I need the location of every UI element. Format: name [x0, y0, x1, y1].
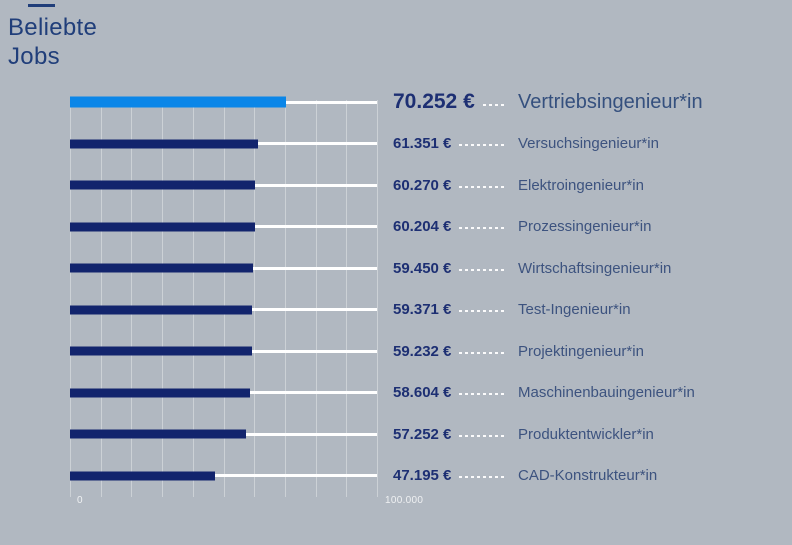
title-accent-dash	[28, 4, 55, 7]
job-label: Projektingenieur*in	[518, 342, 644, 360]
gridline	[131, 100, 133, 497]
leader-dashes	[482, 104, 505, 106]
leader-dashes	[459, 434, 505, 437]
salary-value: 59.232 €	[393, 342, 452, 360]
salary-bar	[70, 346, 252, 356]
x-axis-tick-min: 0	[77, 495, 83, 506]
leader-dashes	[459, 310, 505, 313]
salary-value: 60.270 €	[393, 176, 452, 194]
value-cell: 60.204 €	[393, 218, 508, 235]
salary-value: 59.371 €	[393, 301, 452, 319]
job-label: Wirtschaftsingenieur*in	[518, 259, 672, 277]
salary-value: 61.351 €	[393, 135, 452, 152]
value-cell: 59.450 €	[393, 260, 508, 277]
chart-row: 70.252 € Vertriebsingenieur*in	[0, 81, 792, 123]
job-label: Maschinenbauingenieur*in	[518, 384, 695, 402]
row-text: 59.232 € Projektingenieur*in	[393, 330, 788, 372]
job-label: Produktentwickler*in	[518, 425, 654, 443]
value-cell: 59.232 €	[393, 343, 508, 360]
leader-dashes	[459, 351, 505, 354]
salary-bar	[70, 471, 215, 481]
row-text: 59.450 € Wirtschaftsingenieur*in	[393, 247, 788, 289]
chart-row: 59.371 € Test-Ingenieur*in	[0, 289, 792, 331]
leader-dashes	[459, 144, 505, 146]
leader-dashes	[459, 185, 505, 188]
job-label: Vertriebsingenieur*in	[518, 90, 703, 113]
salary-value: 60.204 €	[393, 218, 452, 236]
leader-dashes	[459, 393, 505, 396]
gridline	[192, 100, 194, 497]
leader-dashes	[459, 227, 505, 230]
row-text: 58.604 € Maschinenbauingenieur*in	[393, 372, 788, 414]
job-label: Versuchsingenieur*in	[518, 135, 659, 152]
salary-bar	[70, 139, 259, 148]
row-text: 70.252 € Vertriebsingenieur*in	[393, 81, 788, 123]
bar-baseline	[70, 474, 377, 478]
chart-row: 60.270 € Elektroingenieur*in	[0, 164, 792, 206]
salary-bar	[70, 305, 253, 315]
salary-bar	[70, 180, 255, 190]
value-cell: 59.371 €	[393, 301, 508, 318]
salary-value: 70.252 €	[393, 90, 475, 113]
row-text: 57.252 € Produktentwickler*in	[393, 413, 788, 455]
salary-bar	[70, 429, 246, 439]
gridline	[284, 100, 286, 497]
salary-bar	[70, 388, 250, 398]
row-text: 60.204 € Prozessingenieur*in	[393, 206, 788, 248]
salary-value: 47.195 €	[393, 467, 452, 485]
gridline	[162, 100, 164, 497]
value-cell: 70.252 €	[393, 90, 508, 114]
chart-row: 58.604 € Maschinenbauingenieur*in	[0, 372, 792, 414]
gridline	[346, 100, 348, 497]
x-axis-tick-max: 100.000	[385, 495, 424, 506]
salary-value: 57.252 €	[393, 425, 452, 443]
gridline	[377, 100, 378, 497]
row-text: 59.371 € Test-Ingenieur*in	[393, 289, 788, 331]
leader-dashes	[459, 268, 505, 271]
page-title-line2: Jobs	[8, 43, 60, 70]
value-cell: 60.270 €	[393, 177, 508, 194]
job-label: Elektroingenieur*in	[518, 176, 644, 194]
job-label: Test-Ingenieur*in	[518, 301, 631, 319]
leader-dashes	[459, 476, 505, 479]
salary-value: 59.450 €	[393, 259, 452, 277]
value-cell: 57.252 €	[393, 426, 508, 443]
chart-row: 59.450 € Wirtschaftsingenieur*in	[0, 247, 792, 289]
chart-row: 47.195 € CAD-Konstrukteur*in	[0, 455, 792, 497]
gridline	[254, 100, 256, 497]
gridline	[100, 100, 102, 497]
salary-bar	[70, 263, 253, 273]
value-cell: 61.351 €	[393, 135, 508, 152]
page-title-line1: Beliebte	[8, 14, 98, 41]
row-text: 60.270 € Elektroingenieur*in	[393, 164, 788, 206]
salary-bar	[70, 222, 255, 232]
chart-row: 60.204 € Prozessingenieur*in	[0, 206, 792, 248]
chart-row: 59.232 € Projektingenieur*in	[0, 330, 792, 372]
row-text: 61.351 € Versuchsingenieur*in	[393, 123, 788, 165]
chart-row: 57.252 € Produktentwickler*in	[0, 413, 792, 455]
job-label: CAD-Konstrukteur*in	[518, 467, 658, 485]
gridline	[223, 100, 225, 497]
row-text: 47.195 € CAD-Konstrukteur*in	[393, 455, 788, 497]
value-cell: 47.195 €	[393, 467, 508, 484]
salary-bar	[70, 96, 286, 108]
value-cell: 58.604 €	[393, 384, 508, 401]
gridline	[70, 100, 71, 497]
gridline	[315, 100, 317, 497]
salary-value: 58.604 €	[393, 384, 452, 402]
job-label: Prozessingenieur*in	[518, 218, 652, 236]
chart-row: 61.351 € Versuchsingenieur*in	[0, 123, 792, 165]
page-title: Beliebte Jobs	[8, 13, 97, 71]
